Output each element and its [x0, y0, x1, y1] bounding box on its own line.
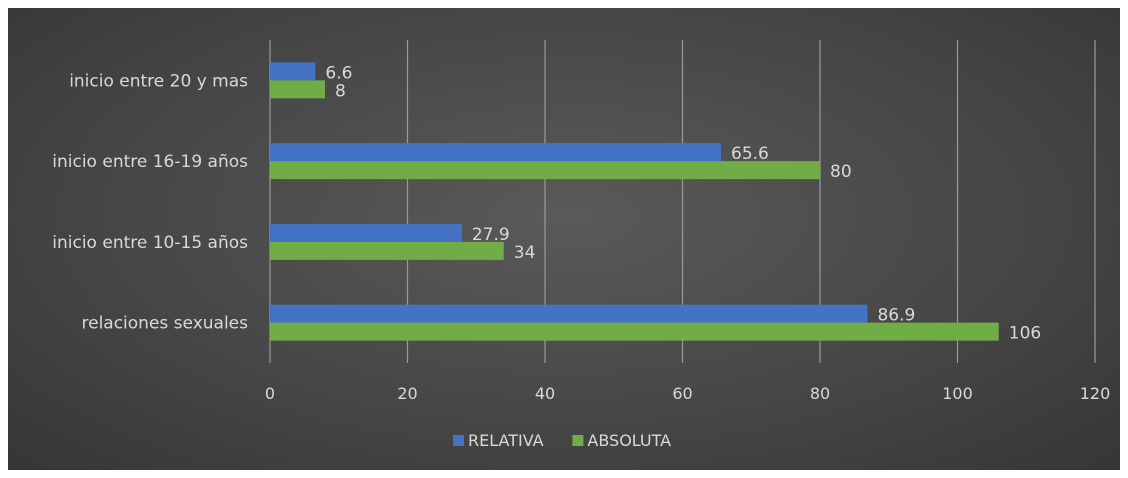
legend-label-relativa: RELATIVA — [468, 431, 544, 450]
data-label: 106 — [1009, 324, 1041, 344]
data-label: 34 — [514, 243, 536, 263]
data-label: 65.6 — [731, 144, 769, 164]
data-label: 80 — [830, 162, 852, 182]
bars — [270, 62, 999, 341]
x-tick-label: 120 — [1080, 384, 1111, 403]
category-label: inicio entre 10-15 años — [52, 233, 248, 253]
bar-absoluta — [270, 80, 325, 99]
category-label: relaciones sexuales — [82, 314, 249, 334]
x-tick-label: 40 — [535, 384, 555, 403]
bar-absoluta — [270, 241, 504, 260]
bar-chart: 0 20 40 60 80 100 120 relaciones sexuales 86.9 10… — [52, 40, 1110, 450]
chart-area: 0 20 40 60 80 100 120 relaciones sexuales 86.9 10… — [8, 8, 1120, 470]
data-label: 8 — [335, 81, 346, 101]
legend: RELATIVA ABSOLUTA — [453, 431, 671, 450]
legend-swatch-relativa — [453, 435, 464, 446]
legend-label-absoluta: ABSOLUTA — [587, 431, 671, 450]
category-label: inicio entre 20 y mas — [69, 71, 248, 91]
gridlines — [269, 40, 1096, 363]
labels: 0 20 40 60 80 100 120 relaciones sexuales 86.9 10… — [52, 63, 1110, 403]
bar-absoluta — [270, 161, 820, 180]
bar-relativa — [270, 62, 316, 81]
bar-relativa — [270, 304, 868, 323]
bar-relativa — [270, 143, 721, 162]
x-tick-label: 100 — [942, 384, 973, 403]
data-label: 86.9 — [877, 306, 915, 326]
bar-relativa — [270, 223, 462, 242]
data-label: 27.9 — [472, 225, 510, 245]
category-label: inicio entre 16-19 años — [52, 152, 248, 172]
data-label: 6.6 — [325, 63, 352, 83]
legend-swatch-absoluta — [572, 435, 584, 446]
x-tick-label: 20 — [397, 384, 417, 403]
x-tick-label: 80 — [810, 384, 830, 403]
x-tick-label: 0 — [265, 384, 275, 403]
x-tick-label: 60 — [672, 384, 692, 403]
bar-absoluta — [270, 322, 999, 341]
